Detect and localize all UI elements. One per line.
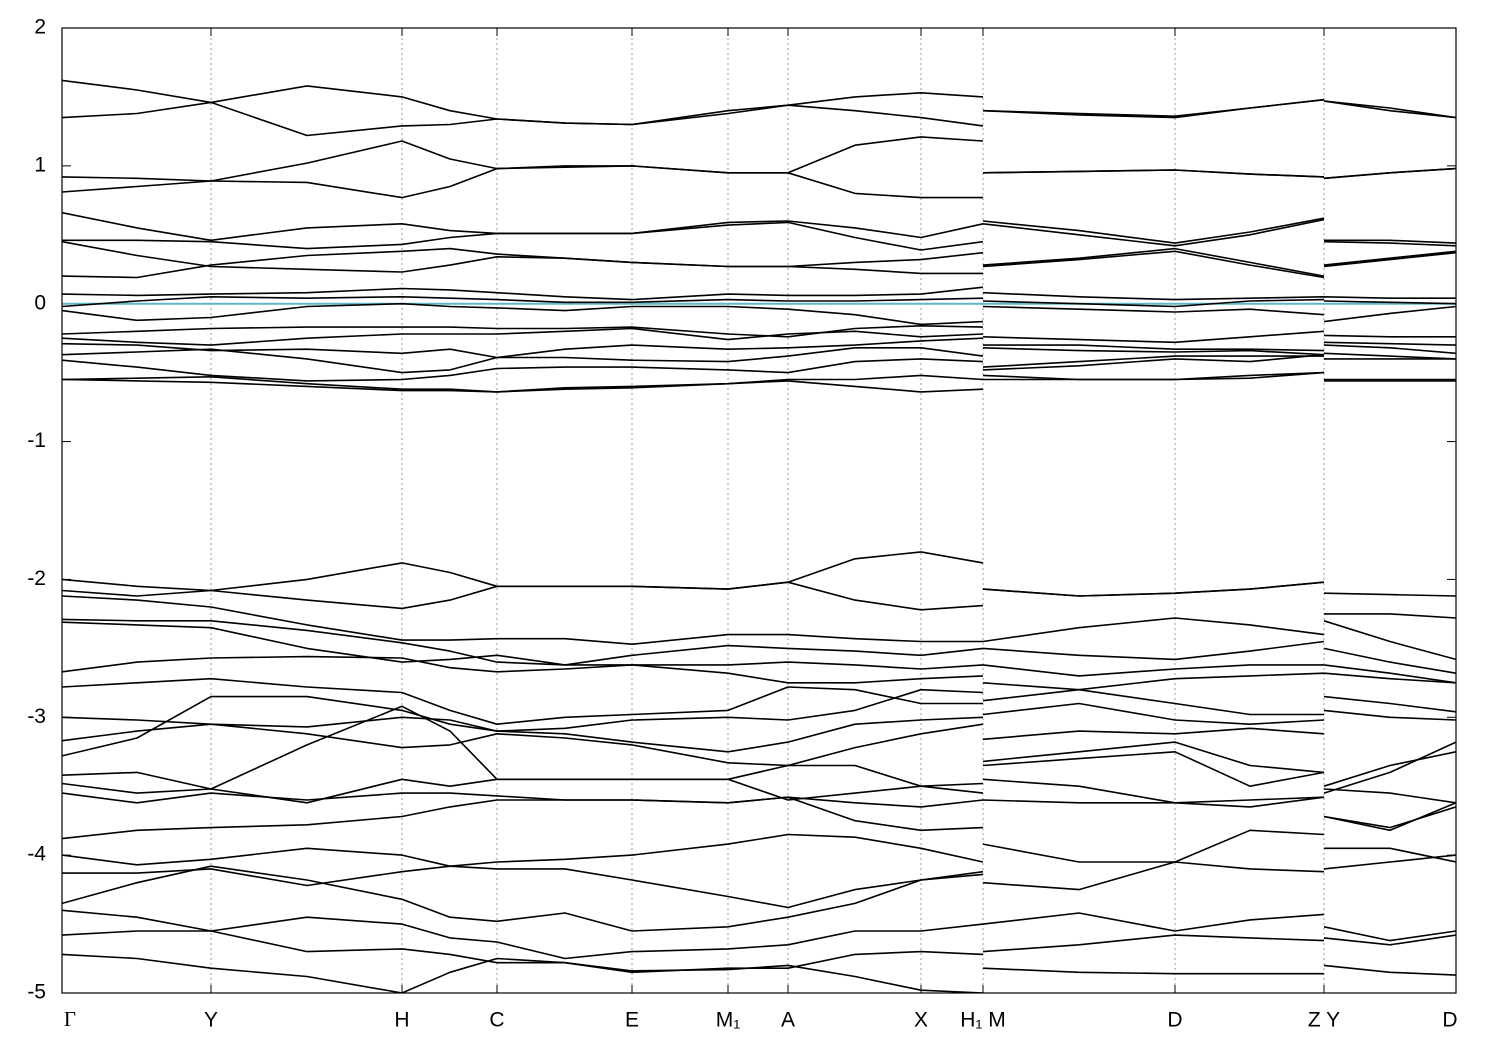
band-line xyxy=(62,833,1456,891)
band-line xyxy=(62,792,1456,829)
band-line xyxy=(62,347,1456,374)
band-line xyxy=(62,909,1456,976)
y-tick-label: -4 xyxy=(27,843,46,866)
y-tick-label: 2 xyxy=(34,16,46,39)
band-line xyxy=(62,677,1456,725)
band-line xyxy=(62,865,1456,953)
band-line xyxy=(62,302,1456,326)
band-line xyxy=(62,595,1456,661)
plot-area xyxy=(62,79,1456,993)
band-line xyxy=(62,325,1456,344)
x-tick-label: X xyxy=(914,1009,928,1032)
band-line xyxy=(62,240,1456,279)
band-line xyxy=(62,655,1456,691)
x-tick-label: D xyxy=(1442,1009,1457,1032)
x-tick-label: H xyxy=(394,1009,409,1032)
y-tick-label: -1 xyxy=(27,429,46,452)
x-tick-label: Z Y xyxy=(1308,1009,1340,1032)
band-line xyxy=(62,218,1456,251)
x-tick-label: A xyxy=(781,1009,795,1032)
y-tick-label: 1 xyxy=(34,153,46,176)
band-line xyxy=(62,371,1456,393)
band-line xyxy=(62,695,1456,787)
band-line xyxy=(62,296,1456,308)
band-line xyxy=(62,581,1456,619)
band-line xyxy=(62,98,1456,137)
band-line xyxy=(62,618,1456,674)
x-tick-label: D xyxy=(1167,1009,1182,1032)
y-tick-label: 0 xyxy=(34,291,46,314)
x-tick-label: C xyxy=(489,1009,504,1032)
band-line xyxy=(62,286,1456,301)
x-tick-label: M₁ xyxy=(716,1009,741,1032)
x-tick-label: H₁ M xyxy=(960,1009,1006,1032)
x-tick-label: E xyxy=(625,1009,639,1032)
band-line xyxy=(62,621,1456,684)
band-line xyxy=(62,247,1456,279)
band-line xyxy=(62,353,1456,382)
x-tick-label: Y xyxy=(204,1009,218,1032)
band-line xyxy=(62,930,984,974)
y-tick-label: -5 xyxy=(27,981,46,1004)
y-tick-label: -2 xyxy=(27,567,46,590)
band-line xyxy=(62,865,1456,942)
band-line xyxy=(62,723,1456,794)
band-line xyxy=(62,327,1456,352)
x-tick-label: Γ xyxy=(64,1007,76,1031)
plot-frame xyxy=(61,27,1457,994)
band-line xyxy=(62,688,1456,732)
band-line xyxy=(62,165,1456,199)
y-tick-label: -3 xyxy=(27,705,46,728)
band-line xyxy=(62,953,984,993)
